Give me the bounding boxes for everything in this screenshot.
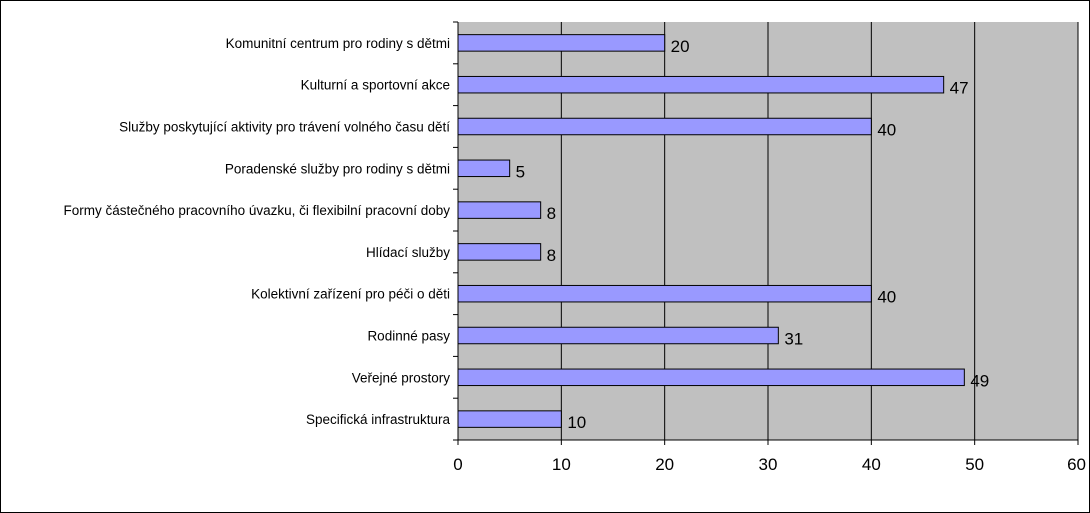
value-label-5: 8 (547, 204, 556, 223)
bar-9 (457, 368, 965, 387)
bar-2 (457, 75, 945, 94)
bar-8 (457, 326, 779, 345)
x-tick-label-50: 50 (965, 455, 984, 474)
bars (457, 34, 965, 428)
value-labels: 20 47 40 5 8 8 40 31 49 10 (516, 37, 990, 432)
category-label-2: Kulturní a sportovní akce (301, 78, 450, 93)
axes (453, 21, 1079, 445)
x-tick-labels: 0 10 20 30 40 50 60 (453, 455, 1086, 474)
category-labels: Komunitní centrum pro rodiny s dětmi Kult… (64, 36, 451, 427)
x-tick-label-0: 0 (453, 455, 462, 474)
bar-5 (457, 201, 542, 219)
category-label-4: Poradenské služby pro rodiny s dětmi (225, 161, 450, 176)
category-label-3: Služby poskytující aktivity pro trávení … (119, 120, 450, 135)
bar-6 (457, 243, 542, 261)
value-label-9: 49 (970, 371, 989, 390)
bar-4 (457, 159, 511, 178)
x-tick-label-20: 20 (655, 455, 674, 474)
x-tick-label-10: 10 (552, 455, 571, 474)
x-tick-label-60: 60 (1067, 455, 1086, 474)
value-label-7: 40 (877, 288, 896, 307)
category-label-8: Rodinné pasy (367, 329, 450, 344)
category-label-7: Kolektivní zařízení pro péči o děti (251, 287, 450, 302)
bar-3 (457, 117, 872, 136)
value-label-3: 40 (877, 121, 896, 140)
value-label-10: 10 (567, 413, 586, 432)
x-tick-label-40: 40 (862, 455, 881, 474)
value-label-1: 20 (671, 37, 690, 56)
category-label-5: Formy částečného pracovního úvazku, či f… (64, 203, 451, 218)
bar-1 (457, 34, 666, 52)
value-label-4: 5 (516, 162, 525, 181)
value-label-8: 31 (784, 330, 803, 349)
category-label-6: Hlídací služby (366, 245, 450, 260)
category-label-1: Komunitní centrum pro rodiny s dětmi (226, 36, 450, 51)
bar-7 (457, 284, 872, 303)
value-label-6: 8 (547, 246, 556, 265)
x-tick-label-30: 30 (759, 455, 778, 474)
category-label-9: Veřejné prostory (352, 370, 451, 385)
bar-10 (457, 410, 562, 428)
value-label-2: 47 (950, 79, 969, 98)
category-label-10: Specifická infrastruktura (306, 412, 451, 427)
